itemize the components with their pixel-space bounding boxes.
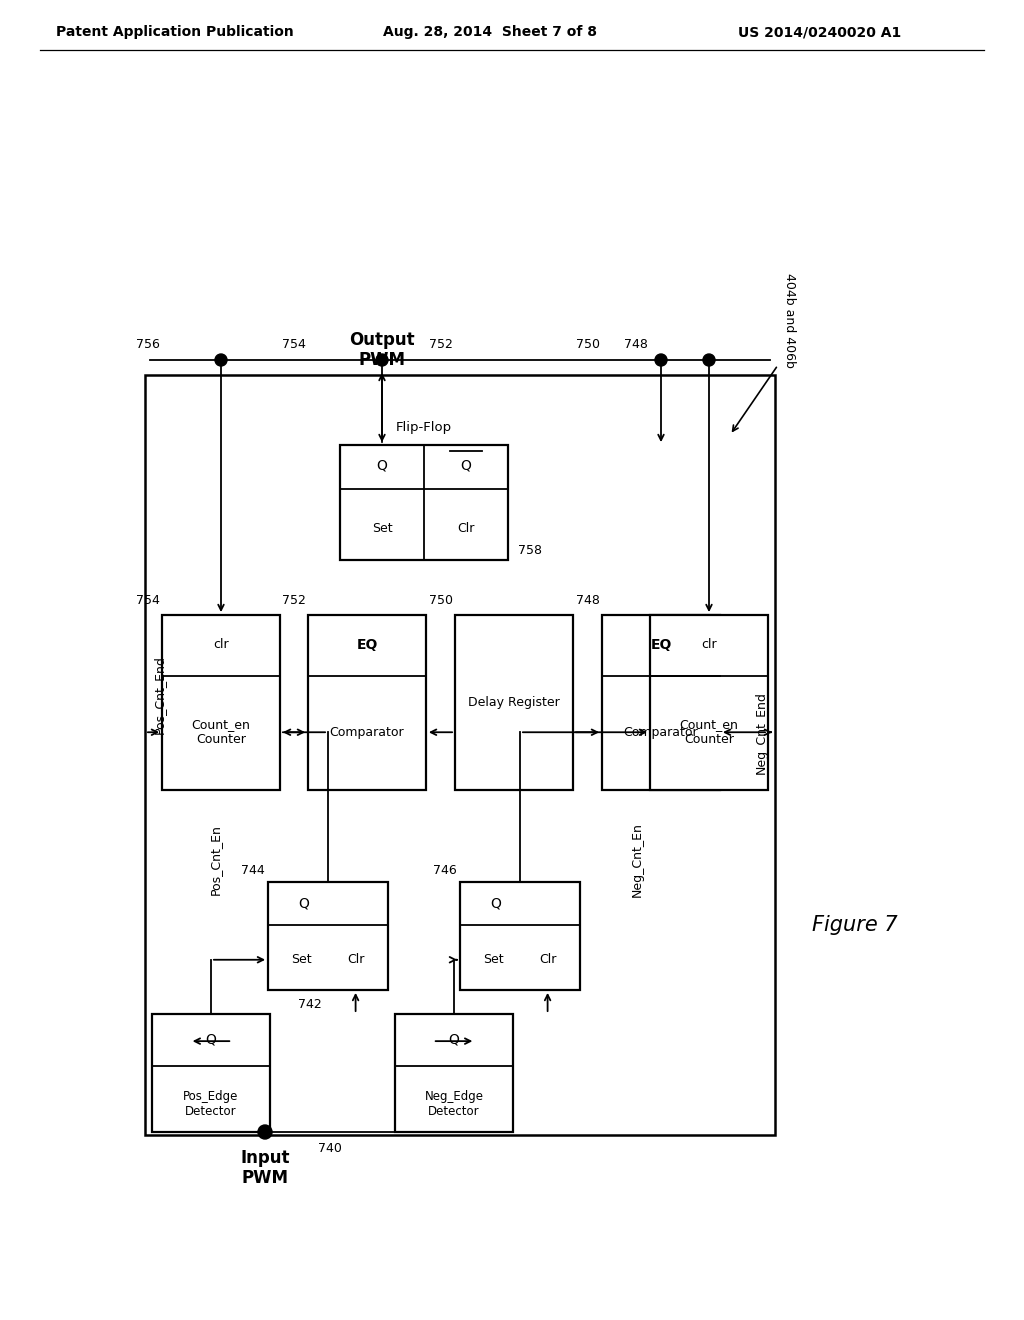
Text: 750: 750 (575, 338, 600, 351)
Text: Patent Application Publication: Patent Application Publication (56, 25, 294, 40)
Circle shape (215, 354, 227, 366)
Text: Input
PWM: Input PWM (241, 1148, 290, 1188)
Text: 752: 752 (429, 338, 453, 351)
Text: Neg_Edge
Detector: Neg_Edge Detector (425, 1090, 483, 1118)
Text: Pos_Edge
Detector: Pos_Edge Detector (183, 1090, 239, 1118)
Text: Output
PWM: Output PWM (349, 330, 415, 370)
Text: EQ: EQ (356, 638, 378, 652)
Text: Pos_Cnt_End: Pos_Cnt_End (153, 655, 166, 734)
Text: Aug. 28, 2014  Sheet 7 of 8: Aug. 28, 2014 Sheet 7 of 8 (383, 25, 597, 40)
Text: Neg_Cnt_En: Neg_Cnt_En (631, 822, 643, 898)
Text: Neg_Cnt_End: Neg_Cnt_End (755, 690, 768, 774)
Bar (268, 882, 388, 990)
Text: clr: clr (701, 639, 717, 651)
Bar (650, 615, 768, 789)
Bar (162, 615, 280, 789)
Text: Set: Set (483, 953, 504, 966)
Text: 748: 748 (577, 594, 600, 607)
Bar (145, 375, 775, 1135)
Bar (152, 1014, 270, 1133)
Text: 742: 742 (298, 998, 322, 1011)
Text: Comparator: Comparator (330, 726, 404, 739)
Text: Clr: Clr (539, 953, 556, 966)
Text: Clr: Clr (458, 523, 475, 536)
Text: Pos_Cnt_En: Pos_Cnt_En (209, 825, 221, 895)
Text: 758: 758 (518, 544, 542, 557)
Text: 746: 746 (433, 863, 457, 876)
Bar (455, 615, 573, 789)
Text: 754: 754 (282, 338, 306, 351)
Text: EQ: EQ (650, 638, 672, 652)
Text: Delay Register: Delay Register (468, 696, 560, 709)
Circle shape (258, 1125, 272, 1139)
Bar (340, 445, 508, 560)
Text: Q: Q (449, 1034, 460, 1047)
Bar (460, 882, 580, 990)
Text: Q: Q (377, 459, 387, 473)
Text: 754: 754 (136, 594, 160, 607)
Text: Comparator: Comparator (624, 726, 698, 739)
Text: 404b and 406b: 404b and 406b (783, 272, 797, 367)
Circle shape (376, 354, 388, 366)
Text: Q: Q (299, 896, 309, 911)
Circle shape (655, 354, 667, 366)
Text: Figure 7: Figure 7 (812, 915, 898, 935)
Text: 752: 752 (282, 594, 306, 607)
Text: Set: Set (291, 953, 312, 966)
Text: Flip-Flop: Flip-Flop (396, 421, 452, 433)
Text: US 2014/0240020 A1: US 2014/0240020 A1 (738, 25, 901, 40)
Text: Q: Q (490, 896, 502, 911)
Bar (395, 1014, 513, 1133)
Bar (308, 615, 426, 789)
Text: Q: Q (461, 459, 471, 473)
Text: 750: 750 (429, 594, 453, 607)
Text: Count_en
Counter: Count_en Counter (680, 718, 738, 746)
Text: Set: Set (372, 523, 392, 536)
Circle shape (703, 354, 715, 366)
Text: 744: 744 (241, 863, 265, 876)
Text: 740: 740 (318, 1142, 342, 1155)
Bar (602, 615, 720, 789)
Text: Clr: Clr (347, 953, 365, 966)
Text: Q: Q (206, 1034, 216, 1047)
Text: Count_en
Counter: Count_en Counter (191, 718, 251, 746)
Text: 756: 756 (136, 338, 160, 351)
Text: clr: clr (213, 639, 228, 651)
Text: 748: 748 (624, 338, 648, 351)
